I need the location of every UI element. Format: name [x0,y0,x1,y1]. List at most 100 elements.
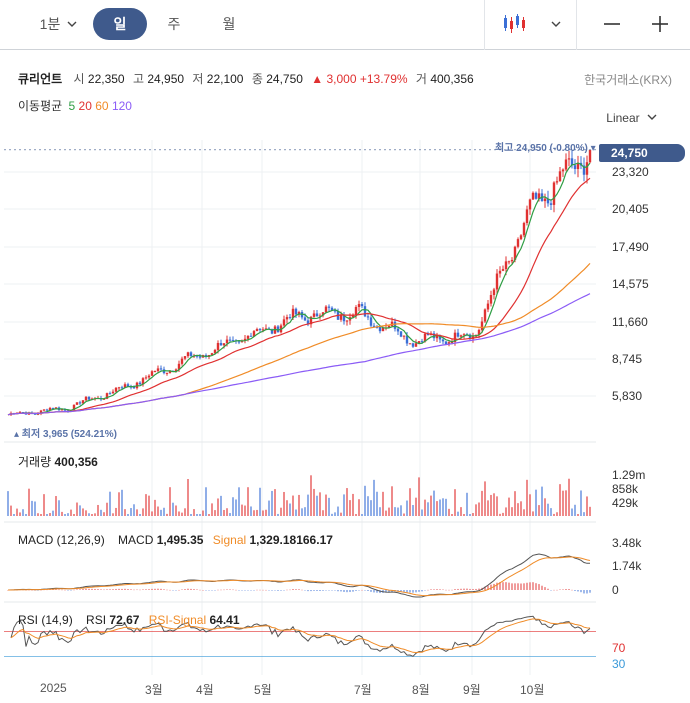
volume-bar [31,500,33,516]
candle-body [144,377,148,379]
volume-bar [454,489,456,516]
volume-bar [328,497,330,516]
macd-histogram-bar [175,590,177,591]
candle-body [258,329,262,331]
candlestick-icon[interactable] [500,8,530,40]
volume-bar [277,513,279,516]
macd-histogram-bar [400,590,402,592]
volume-bar [259,487,261,516]
macd-histogram-bar [331,590,333,591]
macd-line [7,553,590,598]
candle-body [33,413,37,415]
macd-histogram-bar [79,589,81,590]
macd-histogram-bar [235,589,237,591]
volume-bar [250,506,252,516]
candle-body [528,199,532,210]
macd-histogram-bar [418,590,420,592]
volume-bar [514,491,516,516]
candle-body [189,352,193,357]
macd-histogram-bar [304,590,306,591]
candle-body [408,343,412,345]
candle-body [321,312,325,316]
plus-icon[interactable] [648,8,672,40]
macd-histogram-bar [511,583,513,590]
macd-histogram-bar [421,590,423,592]
macd-histogram-bar [70,590,72,591]
volume-bar [241,504,243,516]
moving-average-line-120 [7,293,591,416]
volume-bar [580,490,582,516]
macd-histogram-bar [316,590,318,591]
volume-bar [502,512,504,516]
candle-body [123,384,127,388]
macd-histogram-bar [277,590,279,591]
macd-histogram-bar [496,582,498,590]
volume-panel-value: 400,356 [54,455,98,469]
macd-histogram-bar [214,590,216,591]
volume-bar [37,513,39,516]
macd-histogram-bar [475,588,477,590]
volume-bar [133,504,135,516]
macd-histogram-bar [61,589,63,591]
interval-day-label: 일 [113,16,127,32]
volume-bar [343,494,345,516]
volume-bar [535,489,537,516]
candle-body [468,334,472,339]
interval-month-button[interactable]: 월 [215,8,243,40]
volume-bar [394,507,396,516]
candle-body [297,312,301,315]
macd-histogram-bar [151,588,153,590]
macd-histogram-bar [184,589,186,590]
macd-histogram-bar [256,589,258,591]
macd-histogram-bar [439,589,441,590]
interval-week-label: 주 [167,16,181,32]
candle-body [141,378,145,385]
volume-bar [403,513,405,516]
rsi-signal-label: RSI-Signal [148,613,207,627]
volume-bar [370,500,372,516]
candle-body [375,326,379,328]
volume-bar [112,513,114,516]
macd-histogram-bar [289,589,291,591]
volume-bar [538,505,540,516]
scale-dropdown[interactable]: Linear [606,111,657,125]
macd-histogram-bar [436,589,438,590]
macd-histogram-bar [544,587,546,590]
rsi-line-label: RSI [86,613,107,627]
volume-bar [301,508,303,516]
toolbar-divider [576,0,577,50]
interval-week-button[interactable]: 주 [160,8,188,40]
volume-bar [466,492,468,516]
candle-body [129,386,133,388]
macd-histogram-bar [484,586,486,590]
minus-icon[interactable] [600,8,624,40]
volume-bar [148,495,150,516]
candle-body [534,192,538,199]
volume-bar [439,499,441,516]
macd-histogram-bar [244,590,246,591]
candle-body [117,387,121,389]
interval-day-button[interactable]: 일 [93,8,147,40]
volume-bar [577,514,579,516]
candle-body [492,289,496,296]
macd-histogram-bar [517,583,519,590]
volume-bar [154,499,156,516]
x-axis-tick: 7월 [354,683,372,697]
macd-histogram-bar [568,588,570,590]
macd-histogram-bar [217,589,219,591]
interval-1m-button[interactable]: 1분 [30,8,70,40]
volume-bar [40,514,42,516]
volume-bar [469,514,471,516]
macd-histogram-bar [106,589,108,590]
volume-bar [199,514,201,516]
macd-histogram-bar [535,583,537,590]
volume-bar [325,494,327,516]
macd-histogram-bar [520,583,522,590]
chart-type-chevron-icon[interactable] [549,8,563,40]
high-value: 24,950 [147,72,185,86]
candle-body [183,356,187,359]
macd-histogram-bar [349,590,351,593]
candle-body [549,203,553,205]
chevron-down-icon[interactable] [64,8,80,40]
